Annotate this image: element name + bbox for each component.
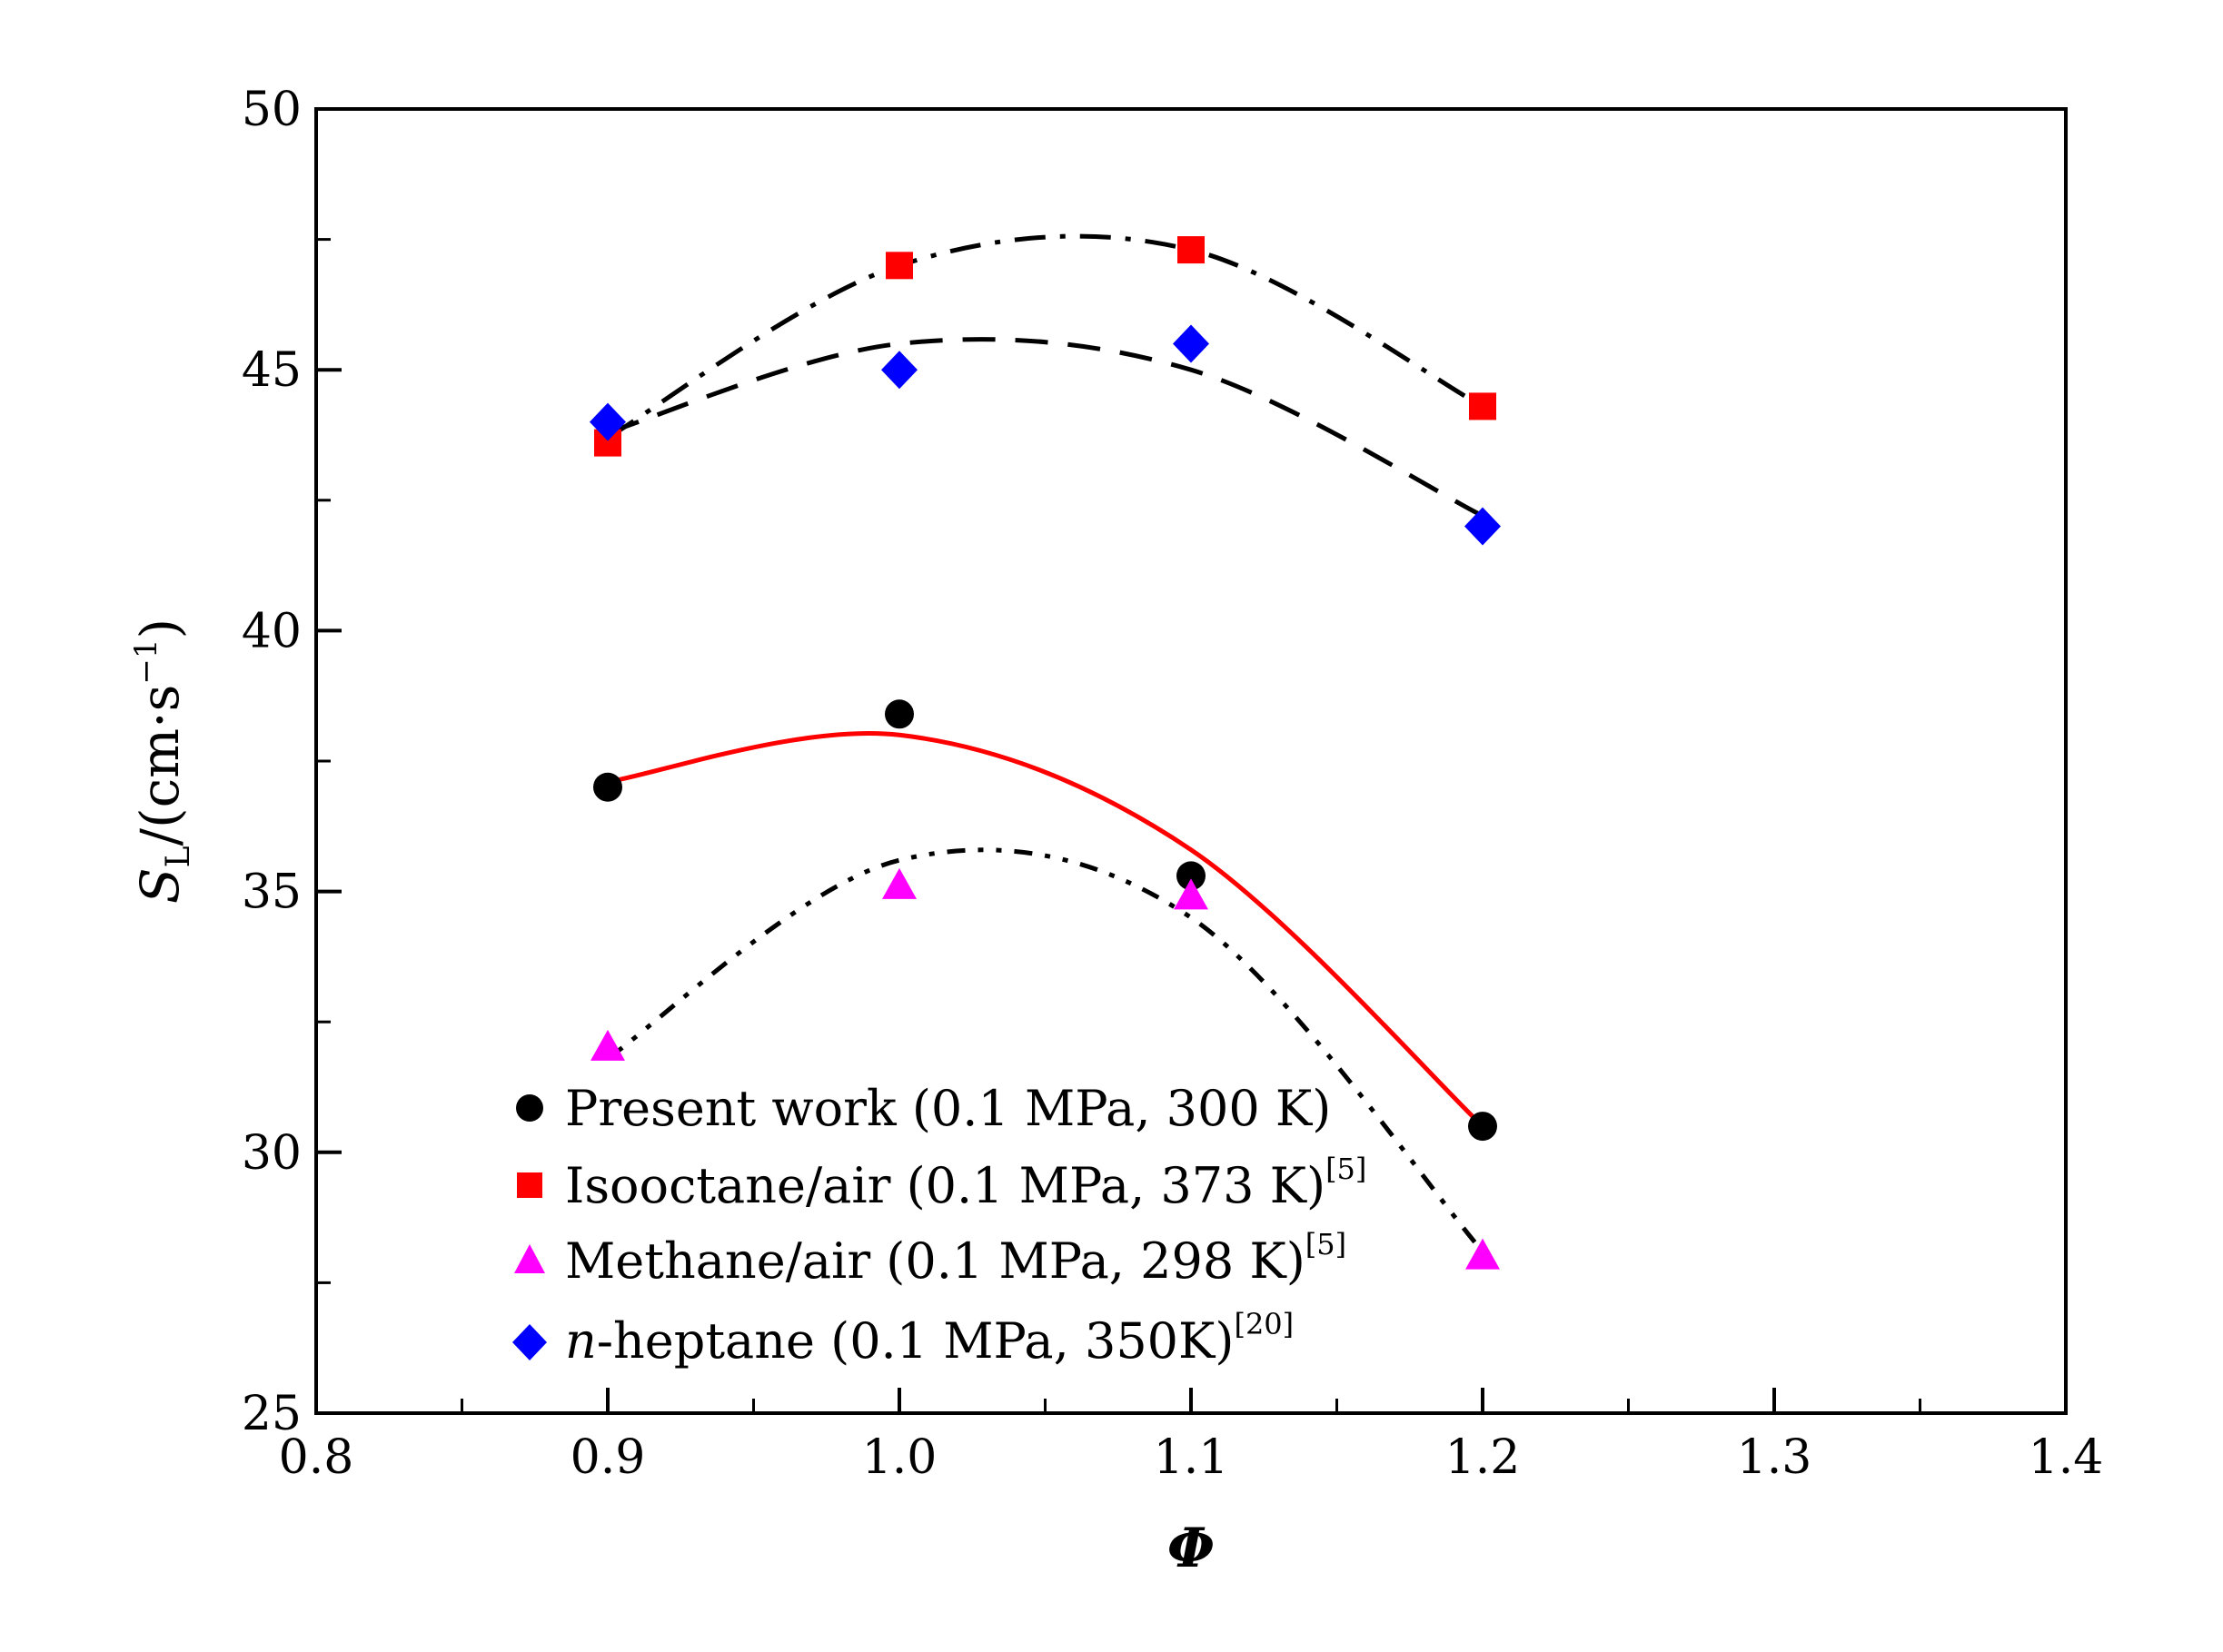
legend-label: n-heptane (0.1 MPa, 350K)[20] <box>565 1307 1294 1370</box>
fit-curve-diamond <box>607 337 1484 519</box>
legend-entry: Isooctane/air (0.1 MPa, 373 K)[5] <box>517 1152 1366 1214</box>
data-point-triangle <box>590 1029 625 1061</box>
data-point-diamond <box>590 402 626 441</box>
x-tick-label: 1.2 <box>1445 1430 1521 1485</box>
y-tick-label: 45 <box>242 343 302 398</box>
data-point-circle <box>1468 1112 1497 1142</box>
fit-curve-square <box>606 233 1484 440</box>
y-axis-title-unit: /(cm·s <box>129 685 191 846</box>
y-axis-title-superscript: −1 <box>128 639 164 685</box>
legend-entry: Methane/air (0.1 MPa, 298 K)[5] <box>514 1227 1346 1290</box>
data-point-triangle <box>1465 1238 1500 1270</box>
legend-entry: Present work (0.1 MPa, 300 K) <box>516 1080 1331 1137</box>
data-point-circle <box>885 699 914 729</box>
legend-marker-diamond <box>512 1324 547 1360</box>
y-axis-title: SL/(cm·s−1) <box>128 618 197 904</box>
data-point-square <box>886 252 913 280</box>
fit-curve-circle <box>607 730 1484 1128</box>
y-tick-label: 25 <box>242 1387 302 1441</box>
legend-marker-circle <box>516 1094 543 1122</box>
data-point-circle <box>593 772 622 802</box>
data-point-triangle <box>882 867 917 899</box>
plot-frame <box>314 107 2068 1415</box>
legend-label: Methane/air (0.1 MPa, 298 K)[5] <box>565 1227 1346 1290</box>
y-axis-title-close: ) <box>129 618 191 639</box>
axis-ticks <box>314 107 2068 1415</box>
data-point-diamond <box>1173 324 1209 363</box>
y-tick-label: 50 <box>242 83 302 137</box>
x-axis-title: Φ <box>1167 1517 1215 1580</box>
y-axis-title-symbol: S <box>129 867 191 904</box>
x-tick-label: 0.8 <box>279 1430 354 1485</box>
legend: Present work (0.1 MPa, 300 K) Isooctane/… <box>512 1080 1366 1370</box>
x-tick-label: 1.0 <box>862 1430 938 1485</box>
x-tick-label: 0.9 <box>571 1430 646 1485</box>
x-tick-label: 1.4 <box>2029 1430 2104 1485</box>
data-point-square <box>1469 392 1496 420</box>
data-point-square <box>1177 236 1205 264</box>
y-axis-title-subscript: L <box>160 846 197 867</box>
data-point-diamond <box>1464 507 1501 546</box>
y-tick-label: 35 <box>242 866 302 920</box>
legend-label: Present work (0.1 MPa, 300 K) <box>565 1080 1331 1137</box>
axis-tick-labels: 0.8 0.9 1.0 1.1 1.2 1.3 1.4 25 30 35 40 45 50 <box>242 83 2104 1485</box>
x-tick-label: 1.3 <box>1737 1430 1812 1485</box>
legend-marker-square <box>517 1172 542 1198</box>
x-tick-label: 1.1 <box>1154 1430 1229 1485</box>
data-points <box>590 236 1501 1270</box>
legend-entry: n-heptane (0.1 MPa, 350K)[20] <box>512 1307 1294 1370</box>
data-point-diamond <box>881 351 918 390</box>
legend-label: Isooctane/air (0.1 MPa, 373 K)[5] <box>565 1152 1366 1214</box>
y-tick-label: 30 <box>242 1126 302 1181</box>
data-point-triangle <box>1174 878 1208 910</box>
y-tick-label: 40 <box>242 604 302 658</box>
legend-marker-triangle <box>514 1244 545 1273</box>
fit-curve-triangle <box>606 847 1484 1253</box>
data-point-circle <box>1176 861 1206 891</box>
fit-curves <box>606 233 1484 1253</box>
